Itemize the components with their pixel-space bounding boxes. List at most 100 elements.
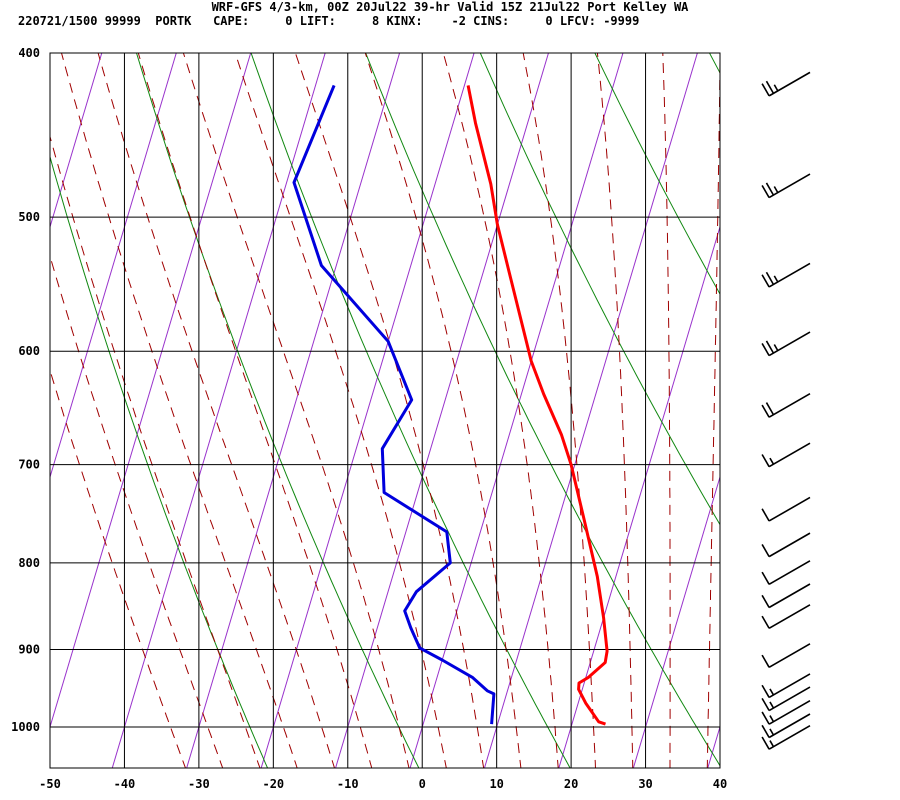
y-tick-label: 900: [18, 642, 40, 656]
wind-barb: [761, 262, 811, 288]
background-thermo-lines: [0, 15, 900, 770]
wind-barb-feather: [765, 80, 775, 94]
wind-barb-feather: [761, 711, 770, 725]
wind-barb-feather: [761, 594, 770, 608]
moist-adiabat-line: [50, 254, 224, 768]
wind-barb: [761, 713, 811, 739]
isotherm-line: [50, 53, 103, 229]
moist-adiabat-line: [662, 53, 671, 768]
y-tick-label: 600: [18, 344, 40, 358]
wind-barb-feather: [769, 728, 775, 736]
isotherm-line: [0, 15, 39, 770]
station-indices-line: 220721/1500 99999 PORTK CAPE: 0 LIFT: 8 …: [18, 14, 640, 28]
wind-barb-staff: [768, 532, 811, 558]
wind-barb-feather: [769, 715, 775, 723]
dry-adiabat-line: [803, 15, 900, 770]
wind-barb-feather: [765, 271, 775, 285]
isotherm-line: [632, 475, 720, 768]
wind-barb-feather: [761, 454, 770, 468]
wind-barb-staff: [768, 331, 811, 357]
moist-adiabat-line: [97, 53, 335, 768]
wind-barb-feather: [761, 185, 770, 199]
wind-barb-staff: [768, 393, 811, 418]
x-tick-label: 40: [713, 777, 727, 791]
y-tick-label: 1000: [11, 720, 40, 734]
x-tick-label: 10: [489, 777, 503, 791]
moist-adiabat-line: [182, 53, 410, 768]
moist-adiabat-line: [234, 53, 447, 768]
wind-barb-feather: [769, 740, 775, 748]
wind-barb-feather: [761, 544, 770, 558]
wind-barb: [761, 643, 811, 669]
wind-barb-feather: [761, 508, 770, 522]
wind-barb-feather: [761, 697, 770, 711]
x-tick-label: 30: [638, 777, 652, 791]
wind-barb-feather: [765, 402, 775, 416]
x-tick-label: 0: [419, 777, 426, 791]
isotherm-line: [558, 225, 720, 768]
y-axis-ticks: 400 500 600 700 800 900 1000: [11, 46, 40, 734]
moist-adiabat-line: [50, 368, 186, 768]
wind-barb: [761, 173, 811, 199]
wind-barb-feather: [761, 404, 770, 418]
wind-barbs: [761, 71, 811, 750]
moist-adiabat-line: [50, 134, 261, 768]
moist-adiabat-line: [442, 53, 559, 768]
wind-barb-feather: [761, 615, 770, 629]
sounding-traces: [292, 84, 609, 726]
wind-barb-feather: [773, 344, 779, 351]
isotherm-line: [782, 15, 900, 770]
wind-barb-staff: [768, 686, 811, 712]
x-tick-label: -30: [188, 777, 210, 791]
wind-barb: [761, 583, 811, 609]
wind-barb-feather: [765, 182, 775, 196]
plot-frame: [49, 52, 721, 769]
moist-adiabat-line: [706, 53, 720, 768]
wind-barb: [761, 532, 811, 558]
x-axis-ticks: -50 -40 -30 -20 -10 0 10 20 30 40: [39, 777, 727, 791]
moist-adiabat-line: [596, 53, 634, 768]
isotherm-line: [50, 53, 252, 729]
y-tick-label: 700: [18, 458, 40, 472]
wind-barb-staff: [768, 724, 811, 750]
wind-barb-feather: [769, 701, 775, 709]
dry-adiabat-line: [365, 53, 720, 767]
moist-adiabat-line: [294, 53, 485, 768]
wind-barb-staff: [768, 604, 811, 629]
isotherm-line: [186, 53, 401, 768]
isotherm-line: [260, 53, 475, 768]
grid: [49, 52, 721, 768]
isotherm-line: [335, 53, 549, 768]
wind-barb-feather: [773, 84, 779, 92]
wind-barb: [761, 71, 811, 97]
x-tick-label: 20: [564, 777, 578, 791]
wind-barb-staff: [768, 643, 811, 669]
dry-adiabat-line: [135, 53, 420, 768]
wind-barb-staff: [768, 699, 811, 725]
x-tick-label: -50: [39, 777, 61, 791]
wind-barb-staff: [768, 262, 811, 288]
wind-barb-staff: [768, 713, 811, 739]
wind-barb-feather: [761, 736, 770, 750]
wind-barb-feather: [761, 571, 770, 585]
wind-barb-feather: [761, 654, 770, 668]
wind-barb: [761, 393, 811, 418]
wind-barb-feather: [765, 340, 775, 354]
isotherm-line: [483, 53, 698, 768]
x-tick-label: -10: [337, 777, 359, 791]
wind-barb: [761, 686, 811, 712]
wind-barb: [761, 560, 811, 586]
wind-barb-feather: [773, 275, 779, 283]
wind-barb-staff: [768, 71, 811, 97]
isotherm-line: [50, 53, 177, 479]
wind-barb-feather: [769, 688, 775, 696]
wind-barb-staff: [768, 442, 811, 468]
wind-barb-feather: [761, 724, 770, 738]
moist-adiabat-line: [522, 53, 596, 768]
y-tick-label: 500: [18, 210, 40, 224]
dry-adiabat-line: [479, 53, 720, 526]
wind-barb: [761, 442, 811, 468]
wind-barb: [761, 673, 811, 699]
isotherm-line: [707, 725, 720, 768]
